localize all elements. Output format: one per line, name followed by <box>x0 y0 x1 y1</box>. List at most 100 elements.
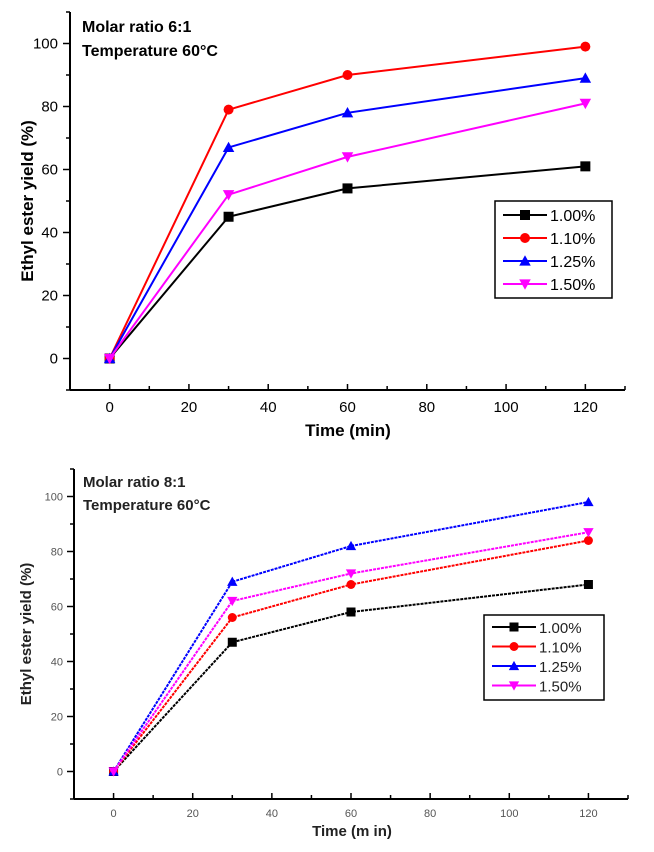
data-point <box>346 580 356 589</box>
legend-item: 1.00% <box>503 208 595 225</box>
x-tick-label: 40 <box>260 399 277 416</box>
x-tick-label: 20 <box>181 399 198 416</box>
y-tick-label: 60 <box>41 162 58 179</box>
legend-label: 1.50% <box>550 277 595 294</box>
legend-label: 1.00% <box>539 620 582 637</box>
series-line <box>112 539 589 773</box>
chart-1-annotations: Molar ratio 8:1 Temperature 60°C <box>83 474 211 514</box>
data-point <box>341 107 354 118</box>
x-axis-title: Time (m in) <box>312 823 392 840</box>
y-axis-title: Ethyl ester yield (%) <box>18 120 37 282</box>
legend-item: 1.25% <box>503 254 595 271</box>
data-point <box>583 536 593 545</box>
data-point <box>583 496 594 507</box>
data-point <box>227 613 237 622</box>
series-150 <box>103 98 592 365</box>
chart-0-annotations: Molar ratio 6:1 Temperature 60°C <box>82 19 218 60</box>
y-tick-label: 100 <box>45 492 63 504</box>
axes: 0 20 40 60 80 100 120 0 20 40 60 80 100 <box>45 468 629 820</box>
y-tick-label: 40 <box>41 225 58 242</box>
data-point <box>345 540 357 551</box>
annotation-molar-ratio: Molar ratio 6:1 <box>82 19 191 36</box>
y-tick-label: 20 <box>41 288 58 305</box>
data-point <box>345 569 357 579</box>
data-point <box>223 211 234 222</box>
x-tick-label: 120 <box>579 808 597 820</box>
legend-marker <box>509 642 519 651</box>
x-axis-title: Time (min) <box>305 421 391 440</box>
y-tick-label: 60 <box>51 602 63 614</box>
legend-label: 1.50% <box>539 679 582 696</box>
y-axis-title: Ethyl ester yield (%) <box>18 563 35 706</box>
legend-item: 1.00% <box>492 620 582 637</box>
data-point <box>346 607 356 617</box>
series-line <box>112 531 589 773</box>
legend-label: 1.25% <box>539 659 582 676</box>
x-tick-label: 40 <box>266 808 278 820</box>
data-point <box>227 637 237 647</box>
legend-marker <box>520 210 530 220</box>
data-point <box>222 190 235 201</box>
data-point <box>222 141 235 153</box>
data-point <box>583 528 594 538</box>
axes: 0 20 40 60 80 100 120 0 20 40 60 80 100 <box>33 11 626 416</box>
x-tick-label: 80 <box>418 399 435 416</box>
legend-label: 1.10% <box>550 231 595 248</box>
series-line <box>108 102 586 360</box>
y-tick-label: 80 <box>41 99 58 116</box>
data-point <box>341 152 354 163</box>
y-tick-label: 80 <box>51 547 63 559</box>
annotation-molar-ratio: Molar ratio 8:1 <box>83 474 186 491</box>
series-line <box>112 501 589 773</box>
x-tick-label: 20 <box>187 808 199 820</box>
data-point <box>108 767 119 777</box>
legend: 1.00% 1.10% 1.25% 1.50% <box>483 614 605 701</box>
y-tick-label: 20 <box>51 712 63 724</box>
y-tick-label: 100 <box>33 36 58 53</box>
legend-marker <box>508 660 520 671</box>
data-point <box>583 580 593 589</box>
data-point <box>342 70 353 80</box>
x-tick-label: 100 <box>494 399 519 416</box>
series-line <box>112 583 589 773</box>
legend-label: 1.10% <box>539 640 582 657</box>
y-tick-label: 0 <box>50 351 58 368</box>
series-line <box>108 45 586 359</box>
legend-box <box>494 200 613 299</box>
x-tick-label: 100 <box>500 808 518 820</box>
data-point <box>103 353 116 365</box>
legend: 1.00% 1.10% 1.25% 1.50% <box>494 200 613 299</box>
data-point <box>580 161 591 172</box>
legend-item: 1.50% <box>503 277 595 294</box>
data-point <box>579 72 592 83</box>
x-tick-label: 60 <box>339 399 356 416</box>
y-tick-label: 0 <box>57 767 63 779</box>
legend-marker <box>509 622 519 632</box>
legend-label: 1.00% <box>550 208 595 225</box>
legend-marker <box>520 233 530 243</box>
legend-item: 1.50% <box>492 679 582 696</box>
x-tick-label: 0 <box>111 808 117 820</box>
y-tick-label: 40 <box>51 657 63 669</box>
legend-marker <box>508 681 520 691</box>
data-point <box>223 104 234 115</box>
annotation-temperature: Temperature 60°C <box>83 497 211 514</box>
data-point <box>580 41 591 52</box>
data-point <box>227 576 238 586</box>
series-line <box>108 165 586 360</box>
legend-marker <box>519 255 531 266</box>
x-tick-label: 60 <box>345 808 357 820</box>
data-point <box>579 98 592 110</box>
series-line <box>108 77 586 359</box>
x-tick-label: 80 <box>424 808 436 820</box>
series-150 <box>108 528 594 777</box>
data-point <box>342 183 353 194</box>
x-tick-label: 120 <box>573 399 598 416</box>
legend-marker <box>519 279 531 290</box>
legend-item: 1.10% <box>503 231 595 248</box>
annotation-temperature: Temperature 60°C <box>82 43 218 60</box>
legend-item: 1.10% <box>492 640 582 657</box>
data-point <box>227 596 238 607</box>
